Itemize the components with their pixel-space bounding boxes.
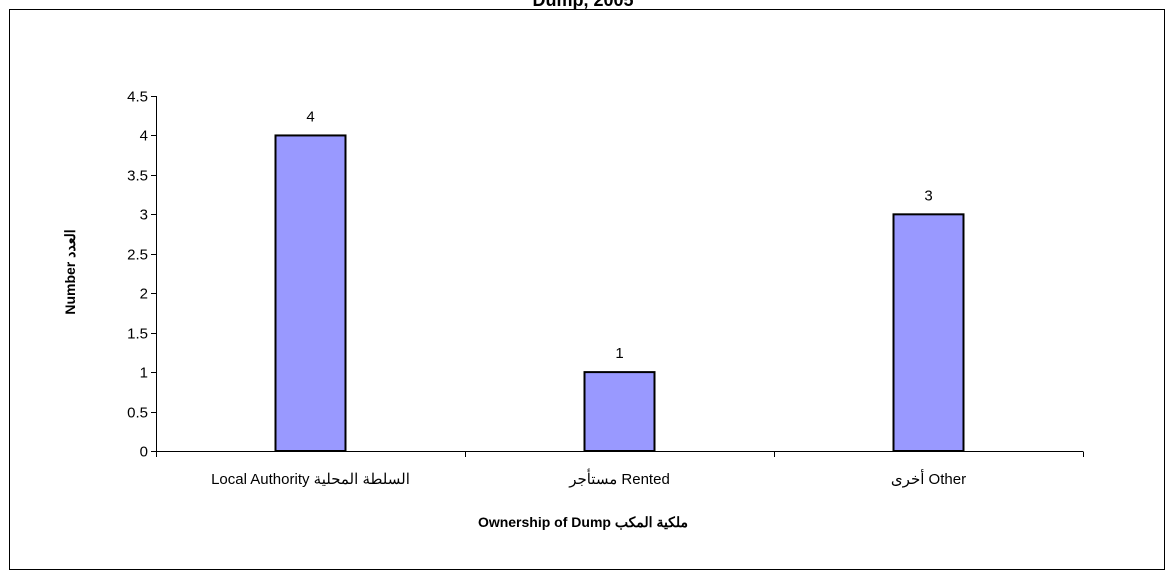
bar [585, 372, 655, 451]
y-tick-label: 3 [140, 207, 148, 224]
y-tick-label: 4 [140, 128, 148, 145]
bar [276, 135, 346, 451]
y-tick-label: 0 [140, 444, 148, 461]
category-label: Local Authority السلطة المحلية [211, 471, 410, 488]
y-tick-label: 2.5 [127, 247, 148, 264]
data-label: 4 [306, 108, 314, 125]
data-label: 1 [615, 345, 623, 362]
x-axis-title: Ownership of Dump ملكية المكب [478, 514, 688, 530]
y-tick-label: 2 [140, 286, 148, 303]
chart-title: Dump, 2005 [532, 0, 633, 10]
y-tick-label: 1 [140, 365, 148, 382]
category-label: مستأجر Rented [568, 469, 670, 488]
y-tick-label: 3.5 [127, 168, 148, 185]
bar [894, 214, 964, 451]
category-label: أخرى Other [891, 469, 966, 488]
y-tick-label: 0.5 [127, 405, 148, 422]
y-axis-title: Number العدد [62, 229, 78, 314]
y-tick-label: 4.5 [127, 89, 148, 106]
data-label: 3 [924, 187, 932, 204]
y-tick-label: 1.5 [127, 326, 148, 343]
